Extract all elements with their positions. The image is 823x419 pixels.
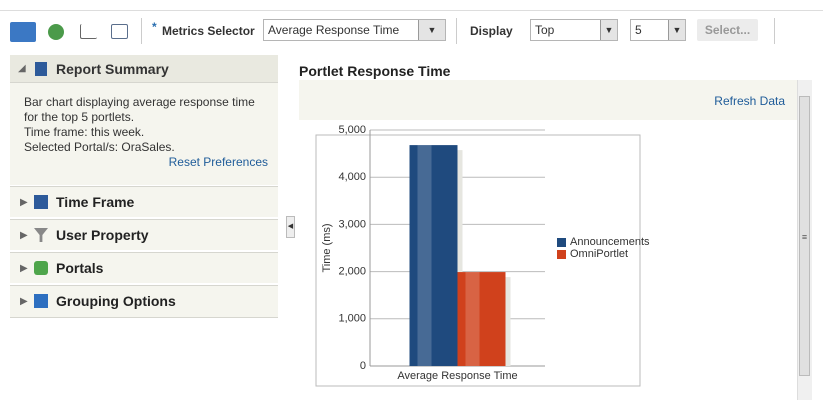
- dropdown-arrow: ▼: [418, 20, 445, 40]
- section-title: Portals: [56, 260, 104, 276]
- section-title: Time Frame: [56, 194, 135, 210]
- summary-line: for the top 5 portlets.: [24, 110, 135, 124]
- bar-highlight: [417, 145, 432, 366]
- plot-border: [315, 134, 641, 387]
- y-tick-label: 0: [360, 360, 366, 372]
- display-count: 5: [635, 23, 642, 37]
- section-icon: [34, 195, 48, 209]
- table-button[interactable]: [111, 24, 128, 39]
- section-header[interactable]: ▶ Grouping Options: [10, 285, 278, 318]
- summary-body: Bar chart displaying average response ti…: [10, 83, 278, 185]
- y-tick-label: 2,000: [338, 266, 366, 278]
- line-chart-button[interactable]: [80, 24, 97, 39]
- display-label: Display: [470, 24, 513, 38]
- bar: [457, 272, 506, 366]
- dropdown-arrow: ▼: [600, 20, 617, 40]
- separator: [774, 18, 775, 44]
- section-header[interactable]: ▶ User Property: [10, 219, 278, 250]
- section-title: User Property: [56, 227, 149, 243]
- y-tick-label: 1,000: [338, 313, 366, 325]
- metrics-label: Metrics Selector: [162, 24, 255, 38]
- summary-line: Selected Portal/s: OraSales.: [24, 140, 175, 154]
- expand-icon: ▶: [20, 263, 28, 274]
- splitter-handle[interactable]: ◀: [286, 216, 295, 238]
- y-tick-label: 5,000: [338, 124, 366, 136]
- legend-label: OmniPortlet: [570, 248, 628, 260]
- bar: [409, 145, 458, 366]
- bar-chart-button[interactable]: [10, 22, 36, 42]
- chart-header: Refresh Data: [299, 80, 797, 120]
- display-count-select[interactable]: 5 ▼: [630, 19, 686, 41]
- x-tick-label: Average Response Time: [397, 370, 517, 382]
- summary-header[interactable]: ◢ Report Summary: [10, 55, 278, 83]
- pie-chart-button[interactable]: [48, 24, 64, 40]
- summary-line: Time frame: this week.: [24, 125, 145, 139]
- section-icon: [34, 261, 48, 275]
- y-axis-title: Time (ms): [321, 223, 333, 272]
- separator: [456, 18, 457, 44]
- required-marker: *: [152, 20, 157, 34]
- toolbar-line: [0, 10, 823, 11]
- scrollbar[interactable]: ≡: [797, 80, 812, 400]
- section-icon: [34, 294, 48, 308]
- metrics-select[interactable]: Average Response Time ▼: [263, 19, 446, 41]
- section-header[interactable]: ▶ Portals: [10, 252, 278, 283]
- metric-value: Average Response Time: [268, 23, 400, 37]
- summary-text: Bar chart displaying average response ti…: [24, 95, 255, 155]
- scroll-thumb[interactable]: ≡: [799, 96, 810, 376]
- legend-swatch: [557, 250, 566, 259]
- dropdown-arrow: ▼: [668, 20, 685, 40]
- expand-icon: ▶: [20, 197, 28, 208]
- y-tick-label: 4,000: [338, 171, 366, 183]
- section-header[interactable]: ▶ Time Frame: [10, 186, 278, 217]
- summary-icon: [35, 62, 47, 76]
- separator: [141, 18, 142, 44]
- y-tick-label: 3,000: [338, 218, 366, 230]
- collapse-icon: ◢: [18, 63, 26, 74]
- select-button[interactable]: Select...: [697, 19, 758, 41]
- bar-highlight: [465, 272, 480, 366]
- expand-icon: ▶: [20, 296, 28, 307]
- refresh-link[interactable]: Refresh Data: [714, 94, 785, 108]
- summary-line: Bar chart displaying average response ti…: [24, 95, 255, 109]
- legend-label: Announcements: [570, 236, 650, 248]
- display-mode: Top: [535, 23, 555, 37]
- chart-title: Portlet Response Time: [299, 63, 451, 79]
- section-title: Grouping Options: [56, 293, 176, 309]
- expand-icon: ▶: [20, 230, 28, 241]
- legend-swatch: [557, 238, 566, 247]
- reset-link[interactable]: Reset Preferences: [168, 155, 268, 169]
- display-mode-select[interactable]: Top ▼: [530, 19, 618, 41]
- summary-title: Report Summary: [56, 61, 169, 77]
